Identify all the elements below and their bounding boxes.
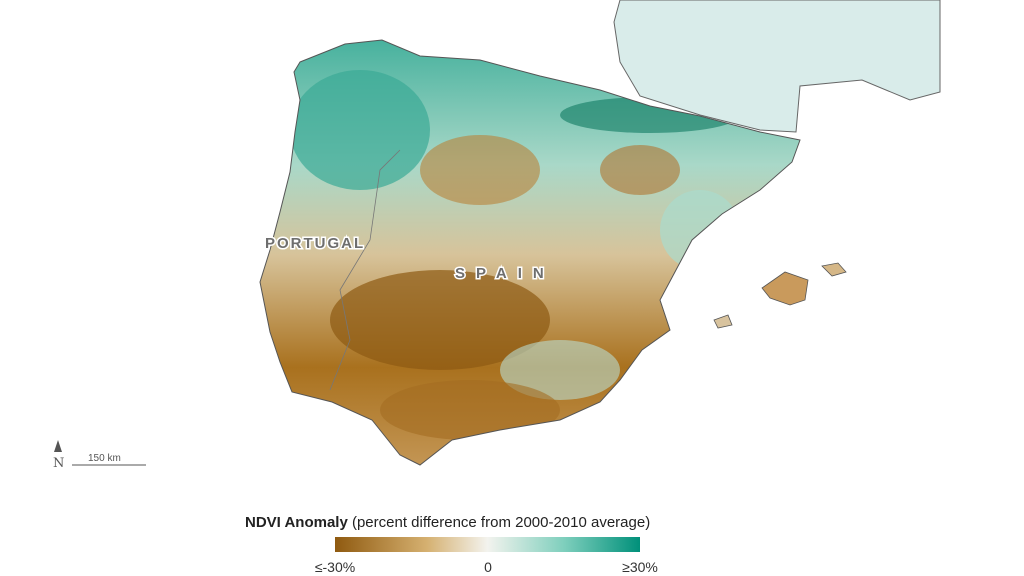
- legend-title-main: NDVI Anomaly: [245, 514, 348, 531]
- legend-tick: ≥30%: [622, 559, 658, 575]
- north-arrow: [54, 440, 62, 452]
- north-label: N: [53, 456, 64, 471]
- country-label: SPAIN: [455, 265, 555, 282]
- border: [329, 149, 401, 391]
- legend-title: NDVI Anomaly (percent difference from 20…: [245, 514, 650, 531]
- island: [821, 262, 847, 277]
- country-label: PORTUGAL: [265, 235, 365, 252]
- island: [713, 314, 733, 329]
- legend-tick: ≤-30%: [315, 559, 355, 575]
- island: [761, 271, 809, 306]
- france: [613, 0, 941, 133]
- scale-label: 150 km: [88, 453, 121, 464]
- coastline: [259, 39, 801, 466]
- legend-tick: 0: [484, 559, 492, 575]
- legend-colorbar: [335, 537, 640, 552]
- legend-subtitle: (percent difference from 2000-2010 avera…: [352, 514, 650, 531]
